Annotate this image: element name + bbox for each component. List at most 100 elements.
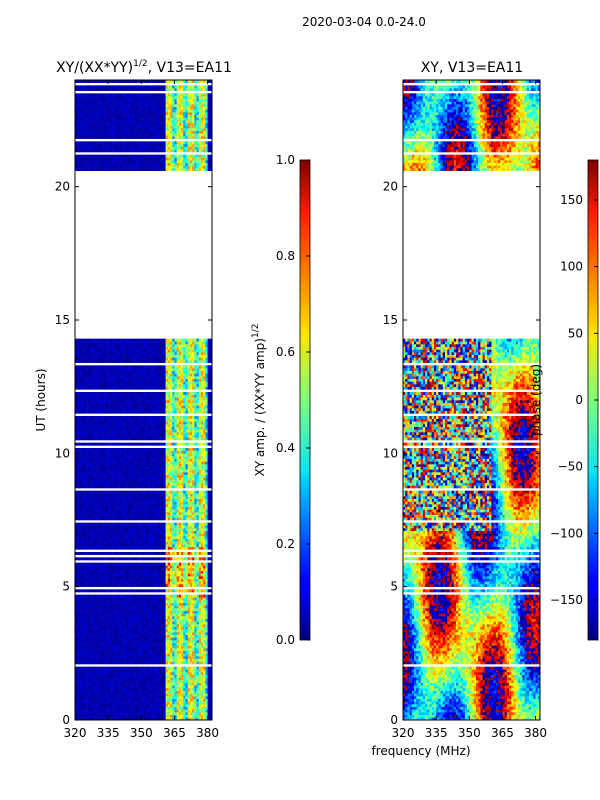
- left-heatmap-cell: [83, 538, 87, 542]
- left-heatmap-cell: [178, 498, 182, 502]
- left-heatmap-cell: [83, 618, 87, 622]
- left-heatmap-cell: [101, 637, 105, 641]
- left-heatmap-cell: [92, 557, 96, 561]
- left-heatmap-cell: [183, 557, 186, 561]
- left-heatmap-cell: [103, 496, 107, 499]
- left-heatmap-cell: [161, 698, 164, 702]
- left-heatmap-cell: [128, 685, 131, 689]
- left-heatmap-cell: [101, 546, 105, 550]
- left-heatmap-cell: [152, 581, 155, 585]
- left-heatmap-cell: [174, 600, 177, 603]
- left-heatmap-cell: [158, 594, 162, 598]
- left-heatmap-cell: [143, 485, 147, 489]
- left-heatmap-cell: [165, 717, 169, 720]
- left-heatmap-cell: [92, 712, 96, 715]
- left-heatmap-cell: [203, 698, 206, 702]
- left-heatmap-cell: [132, 496, 135, 499]
- left-heatmap-cell: [75, 706, 78, 710]
- left-heatmap-cell: [128, 669, 131, 673]
- left-heatmap-cell: [139, 482, 142, 486]
- left-heatmap-cell: [209, 541, 212, 545]
- left-heatmap-cell: [198, 709, 202, 713]
- left-heatmap-cell: [158, 626, 162, 630]
- left-heatmap-cell: [83, 578, 87, 582]
- suptitle: 2020-03-04 0.0-24.0: [302, 15, 426, 29]
- left-heatmap-cell: [132, 672, 135, 675]
- left-heatmap-cell: [178, 680, 182, 683]
- left-heatmap-cell: [192, 496, 195, 499]
- left-heatmap-cell: [145, 656, 149, 659]
- left-heatmap-cell: [178, 602, 182, 606]
- left-heatmap-cell: [194, 498, 197, 502]
- left-heatmap-cell: [139, 717, 142, 720]
- left-heatmap-cell: [92, 634, 96, 638]
- left-heatmap-cell: [150, 512, 153, 515]
- left-heatmap-cell: [92, 704, 96, 707]
- left-heatmap-cell: [94, 640, 98, 643]
- left-heatmap-cell: [132, 506, 135, 510]
- left-heatmap-cell: [147, 698, 151, 702]
- left-heatmap-cell: [185, 544, 188, 547]
- left-heatmap-cell: [108, 637, 111, 641]
- left-heatmap-cell: [121, 629, 124, 633]
- left-heatmap-cell: [170, 688, 173, 691]
- left-heatmap-cell: [112, 568, 116, 571]
- left-heatmap-cell: [176, 536, 180, 539]
- left-heatmap-cell: [187, 490, 191, 494]
- left-heatmap-cell: [203, 677, 206, 681]
- left-heatmap-cell: [79, 600, 82, 603]
- left-heatmap-cell: [125, 677, 129, 681]
- left-heatmap-cell: [174, 584, 177, 587]
- left-heatmap-cell: [145, 506, 149, 510]
- left-heatmap-cell: [75, 573, 78, 577]
- left-heatmap-cell: [123, 517, 127, 521]
- left-heatmap-cell: [97, 688, 100, 691]
- left-heatmap-cell: [99, 666, 102, 670]
- left-heatmap-cell: [147, 589, 151, 593]
- left-heatmap-cell: [88, 669, 91, 673]
- left-heatmap-cell: [116, 597, 120, 601]
- left-heatmap-cell: [161, 578, 164, 582]
- left-heatmap-cell: [200, 490, 204, 494]
- left-heatmap-cell: [154, 605, 158, 609]
- left-heatmap-cell: [108, 626, 111, 630]
- left-heatmap-cell: [130, 584, 133, 587]
- left-heatmap-cell: [209, 714, 212, 718]
- left-heatmap-cell: [79, 709, 82, 713]
- left-heatmap-cell: [200, 501, 204, 505]
- left-heatmap-cell: [158, 648, 162, 651]
- left-heatmap-cell: [103, 517, 107, 521]
- left-heatmap-cell: [105, 685, 109, 689]
- left-heatmap-cell: [152, 504, 155, 507]
- left-heatmap-cell: [114, 629, 118, 633]
- left-heatmap-cell: [176, 490, 180, 494]
- left-heatmap-cell: [170, 645, 173, 649]
- left-heatmap-cell: [147, 568, 151, 571]
- left-heatmap-cell: [110, 645, 113, 649]
- left-heatmap-cell: [185, 626, 188, 630]
- left-heatmap-cell: [114, 621, 118, 625]
- left-heatmap-cell: [187, 642, 191, 646]
- left-heatmap-cell: [192, 621, 195, 625]
- left-heatmap-cell: [139, 602, 142, 606]
- left-heatmap-cell: [99, 602, 102, 606]
- left-heatmap-cell: [77, 541, 80, 545]
- left-heatmap-cell: [209, 712, 212, 715]
- left-heatmap-cell: [90, 490, 93, 494]
- left-heatmap-cell: [86, 597, 89, 601]
- left-heatmap-cell: [134, 504, 138, 507]
- left-heatmap-cell: [194, 656, 197, 659]
- left-heatmap-cell: [139, 605, 142, 609]
- left-heatmap-cell: [86, 693, 89, 697]
- left-heatmap-cell: [174, 693, 177, 697]
- left-heatmap-cell: [125, 581, 129, 585]
- left-heatmap-cell: [181, 597, 184, 601]
- left-heatmap-cell: [145, 568, 149, 571]
- left-heatmap-cell: [209, 645, 212, 649]
- left-heatmap-cell: [119, 544, 122, 547]
- left-heatmap-cell: [105, 570, 109, 574]
- left-heatmap-cell: [125, 661, 129, 665]
- left-heatmap-cell: [103, 624, 107, 627]
- left-heatmap-cell: [207, 581, 211, 585]
- left-heatmap-cell: [94, 512, 98, 515]
